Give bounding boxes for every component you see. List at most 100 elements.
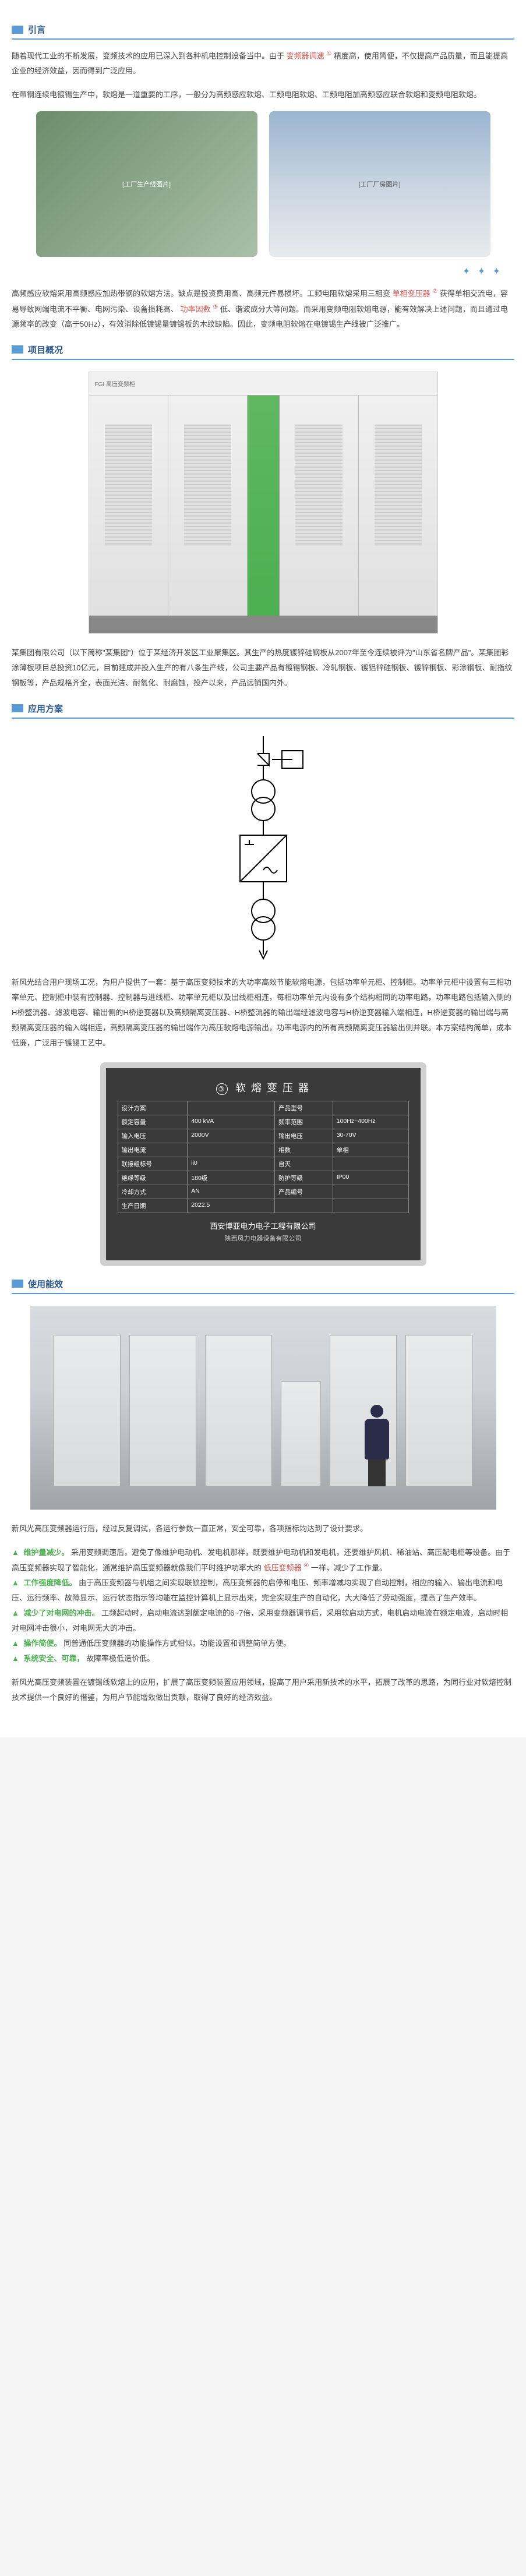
plate-footer: 西安博亚电力电子工程有限公司 陕西凤力电器设备有限公司: [118, 1220, 409, 1243]
plate-cell: 自灭: [275, 1157, 333, 1171]
triangle-icon: ▲: [12, 1654, 19, 1663]
header-bar: [12, 26, 23, 34]
text: 高频感应软熔采用高频感应加热带钢的软熔方法。缺点是投资费用高、高频元件易损坏。工…: [12, 289, 390, 298]
plate-cell: 额定容量: [118, 1115, 188, 1129]
plate-cell: [333, 1185, 409, 1199]
equipment-room-photo: [30, 1306, 496, 1510]
bullet-text: 同普通低压变频器的功能操作方式相似，功能设置和调整简单方便。: [63, 1639, 291, 1648]
section-header-intro: 引言: [12, 23, 514, 40]
bullet-item: ▲ 维护量减少。 采用变频调速后，避免了像维护电动机、发电机那样，既要维护电动机…: [12, 1545, 514, 1575]
bullet-item: ▲ 系统安全、可靠， 故障率极低造价低。: [12, 1651, 514, 1666]
section-title: 应用方案: [28, 702, 63, 715]
plate-cell: AN: [188, 1185, 275, 1199]
triangle-icon: ▲: [12, 1609, 19, 1617]
plate-cell: [275, 1199, 333, 1213]
plate-cell: [333, 1101, 409, 1115]
plate-company-1: 西安博亚电力电子工程有限公司: [118, 1220, 409, 1231]
section-title: 使用能效: [28, 1278, 63, 1290]
person-silhouette: [362, 1405, 391, 1486]
plate-company-2: 陕西凤力电器设备有限公司: [118, 1234, 409, 1243]
triangle-icon: ▲: [12, 1578, 19, 1587]
plate-cell: 100Hz~400Hz: [333, 1115, 409, 1129]
cabinet-label: FGI 高压变频柜: [89, 372, 437, 395]
bullet-item: ▲ 减少了对电网的冲击。 工频起动时，启动电流达到额定电流的6~7倍，采用变频器…: [12, 1606, 514, 1636]
intro-para-3: 高频感应软熔采用高频感应加热带钢的软熔方法。缺点是投资费用高、高频元件易损坏。工…: [12, 286, 514, 332]
intro-para-2: 在带钢连续电镀锡生产中，软熔是一道重要的工序，一般分为高频感应软熔、工频电阻软熔…: [12, 87, 514, 103]
link-vfd-speed[interactable]: 变频器调速: [287, 51, 324, 60]
plate-cell: 2022.5: [188, 1199, 275, 1213]
plate-cell: 绝缘等级: [118, 1171, 188, 1185]
link-transformer[interactable]: 单相变压器: [393, 289, 430, 298]
header-bar: [12, 704, 23, 712]
plate-cell: 180级: [188, 1171, 275, 1185]
plate-cell: 2000V: [188, 1129, 275, 1143]
plate-cell: 相数: [275, 1143, 333, 1157]
photo-factory-line: [工厂生产线图片]: [36, 111, 257, 257]
photo-row-1: [工厂生产线图片] [工厂厂房图片]: [12, 111, 514, 257]
sup-2: ②: [432, 288, 437, 295]
plate-cell: [188, 1143, 275, 1157]
plate-title: ③ 软 熔 变 压 器: [118, 1080, 409, 1095]
plate-cell: 输出电流: [118, 1143, 188, 1157]
section-header-overview: 项目概况: [12, 344, 514, 360]
bullet-item: ▲ 工作强度降低。 由于高压变频器与机组之间实现联锁控制，高压变频器的启停和电压…: [12, 1575, 514, 1606]
plate-cell: 冷却方式: [118, 1185, 188, 1199]
plate-idx: ③: [216, 1083, 228, 1095]
cabinet-body: [89, 395, 437, 616]
triangle-icon: ▲: [12, 1639, 19, 1648]
bullet-text: 故障率极低造价低。: [86, 1654, 154, 1663]
plan-para-1: 新风光结合用户现场工况，为用户提供了一套：基于高压变频技术的大功率高效节能软熔电…: [12, 975, 514, 1051]
bullet-lead: 系统安全、可靠，: [24, 1654, 84, 1663]
effect-para-2: 新风光高压变频装置在镀锡线软熔上的应用，扩展了高压变频装置应用领域，提高了用户采…: [12, 1675, 514, 1705]
transformer-nameplate: ③ 软 熔 变 压 器 设计方案 产品型号 额定容量 400 kVA 频率范围 …: [100, 1062, 426, 1266]
plate-cell: 产品型号: [275, 1101, 333, 1115]
bullet-text: 由于高压变频器与机组之间实现联锁控制，高压变频器的启停和电压、频率增减均实现了自…: [12, 1578, 503, 1602]
plate-cell: 输入电压: [118, 1129, 188, 1143]
sup-3: ③: [213, 304, 218, 310]
link-power-factor[interactable]: 功率因数: [181, 305, 211, 313]
bullet-lead: 操作简便。: [24, 1639, 62, 1648]
bullet-lead: 工作强度降低。: [24, 1578, 77, 1587]
sup-4: ④: [303, 1563, 309, 1569]
section-title: 项目概况: [28, 344, 63, 356]
bullet-item: ▲ 操作简便。 同普通低压变频器的功能操作方式相似，功能设置和调整简单方便。: [12, 1636, 514, 1651]
plate-cell: 400 kVA: [188, 1115, 275, 1129]
plate-cell: [188, 1101, 275, 1115]
bullet-list: ▲ 维护量减少。 采用变频调速后，避免了像维护电动机、发电机那样，既要维护电动机…: [12, 1545, 514, 1666]
deco-stars: ✦ ✦ ✦: [12, 266, 503, 277]
plate-cell: 频率范围: [275, 1115, 333, 1129]
plate-cell: 单相: [333, 1143, 409, 1157]
plate-cell: 输出电压: [275, 1129, 333, 1143]
plate-title-text: 软 熔 变 压 器: [235, 1082, 310, 1094]
plate-cell: 设计方案: [118, 1101, 188, 1115]
overview-para-1: 某集团有限公司（以下简称"某集团"）位于某经济开发区工业聚集区。其生产的热度镀锌…: [12, 645, 514, 691]
plate-cell: IP00: [333, 1171, 409, 1185]
sup-1: ①: [326, 51, 331, 57]
text: 随着现代工业的不断发展，变频技术的应用已深入到各种机电控制设备当中。由于: [12, 51, 284, 60]
bullet-text: 采用变频调速后，避免了像维护电动机、发电机那样，既要维护电动机和发电机，还要维护…: [12, 1548, 510, 1572]
intro-para-1: 随着现代工业的不断发展，变频技术的应用已深入到各种机电控制设备当中。由于 变频器…: [12, 48, 514, 79]
plate-cell: ii0: [188, 1157, 275, 1171]
section-title: 引言: [28, 23, 45, 36]
header-bar: [12, 1280, 23, 1288]
plate-cell: 防护等级: [275, 1171, 333, 1185]
plate-cell: 生产日期: [118, 1199, 188, 1213]
plate-cell: 联接组标号: [118, 1157, 188, 1171]
plate-grid: 设计方案 产品型号 额定容量 400 kVA 频率范围 100Hz~400Hz …: [118, 1101, 409, 1213]
triangle-icon: ▲: [12, 1548, 19, 1557]
bullet-lead: 维护量减少。: [24, 1548, 69, 1557]
effect-para-1: 新风光高压变频器运行后，经过反复调试，各运行参数一直正常，安全可靠，各项指标均达…: [12, 1521, 514, 1536]
header-bar: [12, 345, 23, 354]
circuit-diagram: [147, 730, 380, 963]
cabinet-image: FGI 高压变频柜: [89, 372, 438, 634]
section-header-plan: 应用方案: [12, 702, 514, 719]
plate-cell: [333, 1199, 409, 1213]
bullet-tail: 一样，减少了工作量。: [311, 1563, 387, 1572]
section-header-effect: 使用能效: [12, 1278, 514, 1294]
bullet-lead: 减少了对电网的冲击。: [24, 1609, 100, 1617]
photo-factory-hall: [工厂厂房图片]: [269, 111, 490, 257]
plate-cell: [333, 1157, 409, 1171]
link-lv-vfd[interactable]: 低压变频器: [264, 1563, 302, 1572]
plate-cell: 30-70V: [333, 1129, 409, 1143]
plate-cell: 产品编号: [275, 1185, 333, 1199]
